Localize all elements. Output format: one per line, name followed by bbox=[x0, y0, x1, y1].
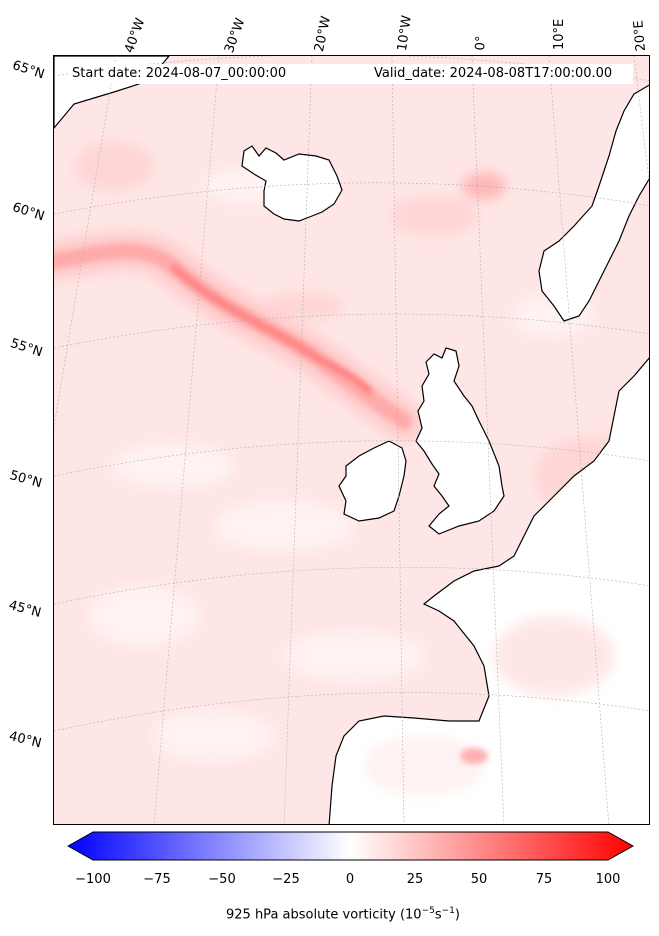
lon-label-0: 0° bbox=[473, 35, 489, 52]
colorbar-tick: −50 bbox=[208, 872, 236, 887]
colorbar-tick: 25 bbox=[406, 872, 424, 887]
colorbar-tick: −25 bbox=[272, 872, 300, 887]
lat-label-40n: 40°N bbox=[7, 729, 43, 752]
colorbar-tick: 75 bbox=[535, 872, 553, 887]
colorbar-tick: 50 bbox=[470, 872, 488, 887]
coastlines bbox=[54, 56, 649, 824]
lat-label-50n: 50°N bbox=[7, 468, 44, 492]
colorbar bbox=[66, 831, 635, 861]
lat-label-65n: 65°N bbox=[10, 58, 47, 83]
lat-label-45n: 45°N bbox=[7, 598, 43, 621]
start-date-label: Start date: 2024-08-07_00:00:00 bbox=[72, 66, 287, 81]
valid-date-label: Valid_date: 2024-08-08T17:00:00.00 bbox=[374, 66, 613, 81]
lat-label-55n: 55°N bbox=[8, 336, 45, 361]
colorbar-tick: 0 bbox=[345, 872, 355, 887]
header-box bbox=[68, 64, 633, 84]
lon-label-30w: 30°W bbox=[222, 16, 249, 56]
vorticity-map bbox=[53, 55, 650, 825]
lat-label-60n: 60°N bbox=[10, 200, 47, 225]
graticule bbox=[54, 56, 649, 824]
colorbar-tick: −100 bbox=[75, 872, 111, 887]
lon-label-20e: 20°E bbox=[631, 19, 649, 53]
lon-label-10e: 10°E bbox=[552, 18, 567, 50]
colorbar-tick: −75 bbox=[143, 872, 171, 887]
lon-label-20w: 20°W bbox=[312, 14, 335, 54]
lon-label-40w: 40°W bbox=[122, 16, 149, 56]
lon-label-10w: 10°W bbox=[395, 14, 415, 53]
vorticity-band bbox=[54, 231, 424, 441]
map-canvas bbox=[54, 56, 649, 824]
colorbar-title: 925 hPa absolute vorticity (10−5s−1) bbox=[226, 906, 460, 923]
colorbar-tick: 100 bbox=[595, 872, 621, 887]
